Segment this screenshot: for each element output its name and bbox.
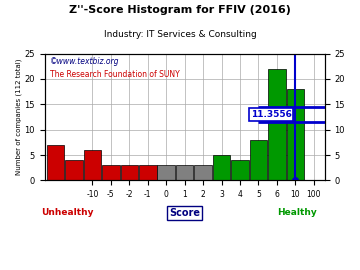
Bar (157, 165, 175, 180)
Bar (102, 165, 120, 180)
Bar (121, 165, 138, 180)
Bar (176, 165, 193, 180)
Text: ©www.textbiz.org: ©www.textbiz.org (50, 58, 120, 66)
Bar (213, 155, 230, 180)
Y-axis label: Number of companies (112 total): Number of companies (112 total) (15, 59, 22, 175)
Text: Z''-Score Histogram for FFIV (2016): Z''-Score Histogram for FFIV (2016) (69, 5, 291, 15)
Bar (268, 69, 285, 180)
Bar (249, 140, 267, 180)
Bar (84, 150, 101, 180)
Bar (139, 165, 157, 180)
Bar (194, 165, 212, 180)
Text: 11.3556: 11.3556 (251, 110, 292, 119)
Text: Score: Score (169, 208, 200, 218)
Bar (287, 89, 304, 180)
Text: Healthy: Healthy (277, 208, 317, 217)
Bar (47, 145, 64, 180)
Text: Industry: IT Services & Consulting: Industry: IT Services & Consulting (104, 30, 256, 39)
Bar (65, 160, 83, 180)
Text: Unhealthy: Unhealthy (41, 208, 93, 217)
Text: The Research Foundation of SUNY: The Research Foundation of SUNY (50, 70, 180, 79)
Bar (231, 160, 249, 180)
